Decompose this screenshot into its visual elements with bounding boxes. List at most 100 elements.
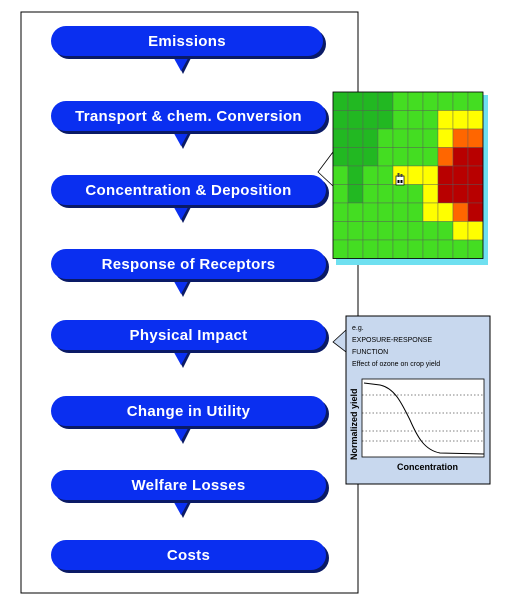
diagram-frame	[20, 11, 359, 594]
grid-cell	[347, 147, 364, 167]
step-label: Change in Utility	[127, 403, 251, 420]
grid-cell	[422, 110, 439, 130]
grid-cell	[377, 147, 394, 167]
grid-cell	[437, 147, 454, 167]
grid-cell	[467, 91, 484, 111]
step-pill	[51, 249, 326, 279]
grid-cell	[452, 221, 469, 241]
pathway-step: Emissions	[51, 26, 326, 74]
grid-cell	[362, 239, 379, 259]
response-curve	[363, 382, 485, 455]
grid-cell	[422, 184, 439, 204]
grid-cell	[362, 110, 379, 130]
grid-cell	[392, 221, 409, 241]
grid-cell	[452, 147, 469, 167]
grid-cell	[452, 202, 469, 222]
grid-cell	[422, 239, 439, 259]
grid-cell	[332, 128, 349, 148]
grid-cell	[437, 184, 454, 204]
step-pill	[51, 470, 326, 500]
grid-cell	[392, 110, 409, 130]
exposure-response-callout: e.g. EXPOSURE-RESPONSE FUNCTION Effect o…	[332, 315, 491, 485]
grid-cell	[332, 239, 349, 259]
callout-title-line1: EXPOSURE-RESPONSE	[352, 337, 432, 344]
step-label: Concentration & Deposition	[85, 182, 291, 199]
grid-cell	[377, 128, 394, 148]
grid-cell	[452, 184, 469, 204]
grid-cell	[362, 165, 379, 185]
grid-cell	[467, 147, 484, 167]
grid-cell	[467, 184, 484, 204]
step-label: Response of Receptors	[102, 256, 276, 273]
grid-cell	[362, 202, 379, 222]
step-pill	[51, 26, 323, 56]
grid-cell	[332, 91, 349, 111]
step-label: Physical Impact	[130, 327, 248, 344]
grid-cell	[452, 165, 469, 185]
concentration-grid-map	[332, 91, 484, 259]
grid-border	[332, 91, 484, 259]
grid-cell	[332, 221, 349, 241]
callout-eg: e.g.	[352, 325, 364, 332]
grid-cell	[377, 165, 394, 185]
grid-cell	[407, 221, 424, 241]
grid-cell	[377, 202, 394, 222]
step-label: Emissions	[148, 33, 226, 50]
step-pill	[51, 320, 326, 350]
grid-cell	[437, 165, 454, 185]
grid-cell	[347, 239, 364, 259]
grid-cell	[407, 184, 424, 204]
response-plot-area	[361, 378, 485, 458]
step-pill	[51, 540, 326, 570]
grid-cell	[467, 239, 484, 259]
grid-cell	[467, 110, 484, 130]
step-label: Costs	[167, 547, 210, 564]
pathway-steps: Emissions Transport & chem. Conversion Con…	[51, 26, 329, 573]
grid-cell	[422, 128, 439, 148]
grid-cell	[377, 91, 394, 111]
grid-cell	[362, 91, 379, 111]
grid-cell	[347, 91, 364, 111]
callout-title-line2: FUNCTION	[352, 349, 388, 356]
grid-cell	[422, 202, 439, 222]
grid-cell	[437, 91, 454, 111]
grid-cell	[437, 110, 454, 130]
grid-cell	[362, 184, 379, 204]
grid-cell	[452, 91, 469, 111]
grid-cell	[437, 128, 454, 148]
grid-cell	[347, 221, 364, 241]
response-plot-gridlines	[362, 394, 484, 442]
grid-cell	[407, 110, 424, 130]
factory-icon	[395, 173, 405, 186]
grid-cell	[422, 91, 439, 111]
grid-cell	[332, 165, 349, 185]
grid-cell	[347, 184, 364, 204]
grid-cell	[377, 221, 394, 241]
grid-cell	[467, 202, 484, 222]
pathway-step: Transport & chem. Conversion	[51, 101, 329, 149]
grid-cell	[392, 91, 409, 111]
grid-cell	[407, 165, 424, 185]
grid-cell	[347, 202, 364, 222]
grid-cell	[422, 165, 439, 185]
grid-cell	[467, 128, 484, 148]
step-pill	[51, 101, 326, 131]
pathway-step: Costs	[51, 540, 329, 573]
grid-cell	[362, 128, 379, 148]
grid-cell	[407, 128, 424, 148]
pathway-step: Change in Utility	[51, 396, 329, 444]
grid-cell	[407, 202, 424, 222]
grid-cell	[407, 91, 424, 111]
grid-cell	[332, 110, 349, 130]
grid-cell	[467, 165, 484, 185]
grid-cell	[377, 239, 394, 259]
grid-cell	[347, 128, 364, 148]
pathway-step: Response of Receptors	[51, 249, 329, 297]
grid-cell	[332, 147, 349, 167]
callout-subtitle: Effect of ozone on crop yield	[352, 361, 440, 368]
grid-cell	[347, 110, 364, 130]
grid-cell	[362, 221, 379, 241]
step-pill	[51, 396, 326, 426]
grid-cell	[452, 239, 469, 259]
